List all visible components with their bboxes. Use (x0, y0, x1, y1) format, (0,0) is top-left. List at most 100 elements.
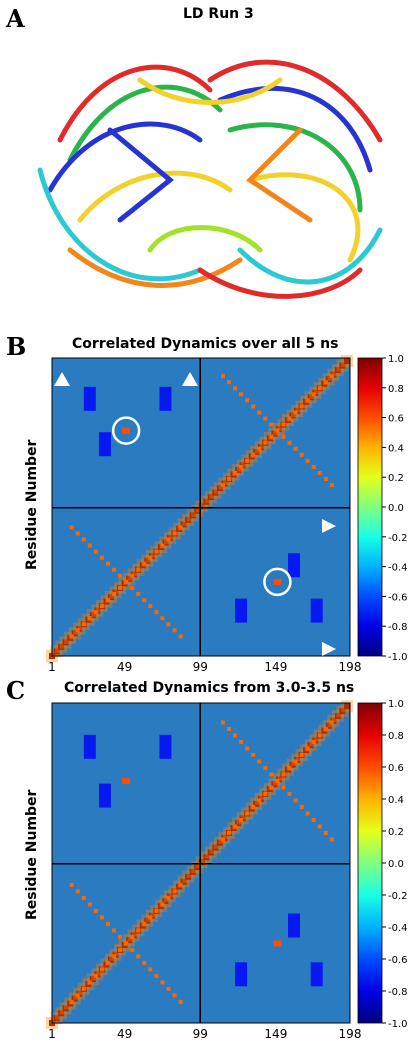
diagonal-cell (307, 394, 314, 401)
correlation-cell (172, 531, 177, 536)
colorbar-tick-label: -0.4 (388, 923, 408, 934)
diagonal-cell (62, 1005, 69, 1012)
diagonal-cell (58, 643, 65, 650)
correlation-cell (99, 967, 104, 972)
correlation-cell (305, 398, 310, 403)
diagonal-cell (325, 722, 332, 729)
correlation-cell (154, 549, 159, 554)
correlation-cell (226, 380, 231, 385)
triangle-marker (54, 372, 70, 386)
correlation-cell (118, 573, 123, 578)
colorbar-tick-label: 0.6 (388, 414, 404, 425)
correlation-cell (154, 908, 159, 913)
correlation-cell (239, 739, 244, 744)
correlation-cell (99, 604, 104, 609)
diagonal-halo (340, 700, 353, 713)
diagonal-cell (216, 839, 223, 846)
correlation-cell (178, 882, 183, 887)
correlation-cell (220, 374, 225, 379)
correlation-cell (99, 555, 104, 560)
x-tick-label: 149 (264, 1027, 287, 1040)
colorbar (357, 357, 383, 657)
correlation-cell (251, 404, 256, 409)
correlation-cell (87, 616, 92, 621)
diagonal-cell (58, 1010, 65, 1017)
correlation-cell (281, 434, 286, 439)
correlation-cell (166, 986, 171, 991)
correlation-cell (118, 947, 123, 952)
correlation-cell (269, 772, 274, 777)
correlation-cell (226, 477, 231, 482)
diagonal-cell (253, 448, 260, 455)
correlation-cell (299, 804, 304, 809)
colorbar-tick-label: 1.0 (388, 699, 404, 710)
anticorrelation-cell (98, 432, 111, 457)
anticorrelation-cell (159, 386, 172, 411)
diagonal-cell (253, 800, 260, 807)
correlation-cell (81, 537, 86, 542)
diagonal-cell (235, 820, 242, 827)
colorbar-tick-label: -0.6 (388, 955, 408, 966)
correlation-cell (263, 416, 268, 421)
correlation-cell (281, 422, 286, 427)
correlation-cell (105, 921, 110, 926)
correlation-cell (118, 934, 123, 939)
correlation-cell (293, 446, 298, 451)
correlation-cell (233, 824, 238, 829)
correlation-cell (275, 428, 280, 433)
correlation-cell (81, 895, 86, 900)
hotspot-cell (273, 940, 282, 947)
correlation-cell (75, 531, 80, 536)
correlation-cell (112, 567, 117, 572)
diagonal-cell (207, 494, 214, 501)
correlation-cell (105, 598, 110, 603)
correlation-cell (99, 915, 104, 920)
correlation-cell (269, 785, 274, 790)
heatmap-frame (51, 702, 351, 1024)
diagonal-cell (89, 976, 96, 983)
correlation-cell (263, 765, 268, 770)
anticorrelation-cell (310, 598, 323, 623)
diagonal-cell (180, 878, 187, 885)
diagonal-cell (343, 703, 350, 710)
correlation-cell (233, 470, 238, 475)
correlation-cell (239, 392, 244, 397)
diagonal-cell (194, 864, 201, 871)
correlation-cell (112, 954, 117, 959)
correlation-cell (112, 928, 117, 933)
triangle-marker (182, 372, 198, 386)
hotspot-cell (122, 777, 131, 784)
correlation-cell (172, 993, 177, 998)
correlation-cell (148, 915, 153, 920)
diagonal-cell (212, 844, 219, 851)
hotspot-cell (273, 578, 282, 585)
correlation-cell (93, 610, 98, 615)
diagonal-cell (126, 937, 133, 944)
correlation-cell (160, 616, 165, 621)
colorbar-tick-label: -0.8 (388, 987, 408, 998)
correlation-cell (299, 404, 304, 409)
colorbar-tick-label: 0.2 (388, 827, 404, 838)
correlation-cell (269, 434, 274, 439)
x-tick-label: 1 (48, 1027, 56, 1040)
correlation-cell (317, 470, 322, 475)
correlation-cell (329, 837, 334, 842)
correlation-cell (69, 999, 74, 1004)
colorbar-tick-label: 0.8 (388, 731, 404, 742)
correlation-cell (323, 726, 328, 731)
correlation-cell (81, 622, 86, 627)
correlation-cell (287, 791, 292, 796)
diagonal-cell (53, 648, 60, 655)
diagonal-cell (343, 358, 350, 365)
correlation-cell (251, 804, 256, 809)
correlation-cell (154, 973, 159, 978)
correlation-cell (263, 791, 268, 796)
colorbar-tick-label: 0.6 (388, 763, 404, 774)
panel-c-title: Correlated Dynamics from 3.0-3.5 ns (64, 680, 355, 696)
diagonal-cell (216, 485, 223, 492)
correlation-cell (220, 483, 225, 488)
correlation-cell (239, 817, 244, 822)
triangle-marker (322, 519, 336, 533)
correlation-cell (299, 752, 304, 757)
diagonal-cell (89, 612, 96, 619)
